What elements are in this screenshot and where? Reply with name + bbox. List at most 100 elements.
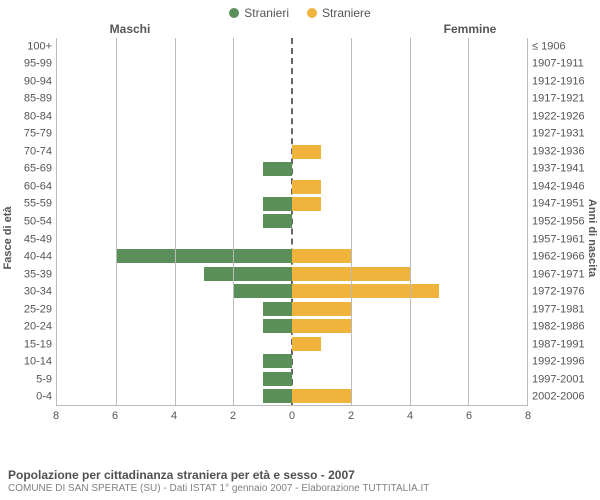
y-label-left: 100+ [0, 41, 52, 52]
table-row [57, 55, 527, 72]
table-row [57, 318, 527, 335]
y-label-left: 40-44 [0, 252, 52, 263]
y-label-left: 60-64 [0, 181, 52, 192]
y-label-right: 1947-1951 [532, 199, 600, 210]
bar-male [204, 267, 292, 281]
bar-female [292, 337, 321, 351]
y-labels-left: 100+95-9990-9485-8980-8475-7970-7465-696… [0, 38, 52, 406]
gridline [116, 38, 117, 405]
gridline [410, 38, 411, 405]
x-label: 8 [53, 410, 59, 422]
x-label: 6 [112, 410, 118, 422]
bar-female [292, 302, 351, 316]
table-row [57, 300, 527, 317]
table-row [57, 265, 527, 282]
legend-swatch-female [307, 8, 317, 18]
bar-female [292, 180, 321, 194]
legend: Stranieri Straniere [0, 0, 600, 22]
y-label-right: 1972-1976 [532, 287, 600, 298]
x-label: 4 [171, 410, 177, 422]
x-label: 8 [525, 410, 531, 422]
x-label: 2 [230, 410, 236, 422]
y-label-left: 75-79 [0, 129, 52, 140]
y-label-right: 1992-1996 [532, 357, 600, 368]
legend-label-male: Stranieri [244, 6, 289, 20]
table-row [57, 108, 527, 125]
y-label-left: 70-74 [0, 146, 52, 157]
y-label-right: 1922-1926 [532, 111, 600, 122]
table-row [57, 38, 527, 55]
y-label-right: 1987-1991 [532, 339, 600, 350]
y-label-left: 45-49 [0, 234, 52, 245]
y-label-left: 55-59 [0, 199, 52, 210]
gridline [175, 38, 176, 405]
legend-swatch-male [229, 8, 239, 18]
legend-label-female: Straniere [322, 6, 371, 20]
y-label-right: 1957-1961 [532, 234, 600, 245]
chart-area: Fasce di età Anni di nascita 100+95-9990… [0, 38, 600, 438]
y-label-right: 1932-1936 [532, 146, 600, 157]
bar-female [292, 389, 351, 403]
bar-female [292, 284, 439, 298]
y-label-right: 1907-1911 [532, 59, 600, 70]
bar-male [263, 319, 292, 333]
y-label-right: 1927-1931 [532, 129, 600, 140]
caption-title: Popolazione per cittadinanza straniera p… [8, 468, 592, 482]
y-label-right: 1942-1946 [532, 181, 600, 192]
table-row [57, 353, 527, 370]
y-label-right: 2002-2006 [532, 392, 600, 403]
table-row [57, 90, 527, 107]
bar-male [263, 389, 292, 403]
table-row [57, 178, 527, 195]
y-label-left: 0-4 [0, 392, 52, 403]
y-label-left: 90-94 [0, 76, 52, 87]
table-row [57, 195, 527, 212]
y-label-left: 15-19 [0, 339, 52, 350]
y-label-left: 80-84 [0, 111, 52, 122]
col-header-maschi: Maschi [0, 22, 300, 36]
y-labels-right: ≤ 19061907-19111912-19161917-19211922-19… [532, 38, 600, 406]
y-label-right: 1982-1986 [532, 322, 600, 333]
plot-area [56, 38, 528, 406]
x-label: 0 [289, 410, 295, 422]
y-label-right: 1962-1966 [532, 252, 600, 263]
bar-male [263, 162, 292, 176]
bar-male [233, 284, 292, 298]
gridline [468, 38, 469, 405]
y-label-right: 1997-2001 [532, 374, 600, 385]
y-label-left: 20-24 [0, 322, 52, 333]
x-label: 6 [466, 410, 472, 422]
bar-male [263, 302, 292, 316]
table-row [57, 213, 527, 230]
table-row [57, 230, 527, 247]
bar-male [263, 372, 292, 386]
table-row [57, 283, 527, 300]
column-headers: Maschi Femmine [0, 22, 600, 38]
bar-female [292, 145, 321, 159]
caption-subtitle: COMUNE DI SAN SPERATE (SU) - Dati ISTAT … [8, 483, 592, 494]
col-header-femmine: Femmine [300, 22, 600, 36]
bar-female [292, 197, 321, 211]
table-row [57, 125, 527, 142]
y-label-left: 85-89 [0, 94, 52, 105]
table-row [57, 248, 527, 265]
y-label-right: 1937-1941 [532, 164, 600, 175]
table-row [57, 388, 527, 405]
bar-male [263, 197, 292, 211]
y-label-right: ≤ 1906 [532, 41, 600, 52]
table-row [57, 73, 527, 90]
gridline [351, 38, 352, 405]
bar-male [263, 354, 292, 368]
y-label-right: 1912-1916 [532, 76, 600, 87]
table-row [57, 370, 527, 387]
table-row [57, 160, 527, 177]
y-label-left: 5-9 [0, 374, 52, 385]
y-label-left: 65-69 [0, 164, 52, 175]
legend-item-female: Straniere [307, 6, 371, 20]
y-label-right: 1977-1981 [532, 304, 600, 315]
y-label-left: 25-29 [0, 304, 52, 315]
y-label-left: 50-54 [0, 217, 52, 228]
x-labels: 864202468 [56, 410, 528, 424]
bar-female [292, 249, 351, 263]
y-label-left: 30-34 [0, 287, 52, 298]
